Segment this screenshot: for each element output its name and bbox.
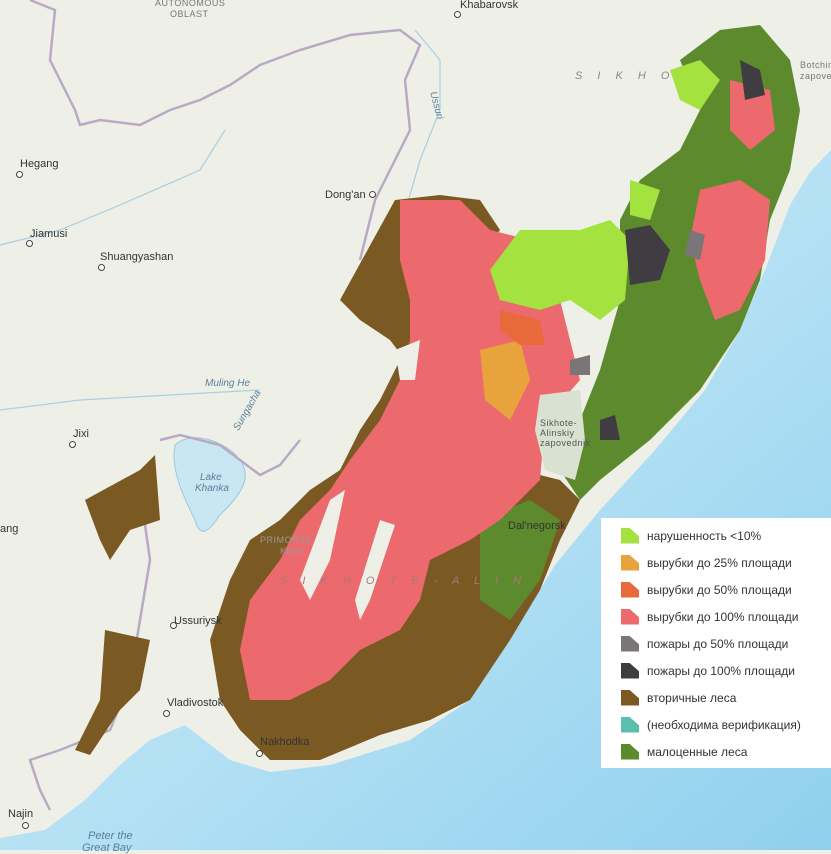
legend-swatch-icon: [621, 743, 639, 760]
forest-secondary-west: [75, 455, 160, 755]
legend-swatch-icon: [621, 662, 639, 679]
city-label[interactable]: ang: [0, 523, 19, 535]
legend-label: нарушенность <10%: [647, 528, 762, 543]
map-label: Sikhote-: [540, 418, 578, 428]
fires-50: [570, 230, 705, 375]
legend-item: вторичные леса: [621, 684, 831, 711]
legend-swatch-icon: [621, 608, 639, 625]
legend-item: (необходима верификация): [621, 711, 831, 738]
map-label: zapovednik: [540, 438, 591, 448]
cutting-100-ne: [690, 80, 775, 320]
lake-label: Khanka: [195, 483, 229, 494]
legend-item: пожары до 100% площади: [621, 657, 831, 684]
legend-item: вырубки до 25% площади: [621, 549, 831, 576]
city-label[interactable]: Dong'an: [325, 189, 366, 201]
legend-label: вторичные леса: [647, 690, 737, 705]
city-label[interactable]: Nakhodka: [260, 736, 310, 748]
fires-100: [600, 60, 765, 440]
map-label: KRAI: [280, 546, 304, 556]
city-label[interactable]: Jiamusi: [30, 228, 68, 240]
bay-label: Peter the: [88, 830, 133, 842]
city-label[interactable]: Khabarovsk: [460, 0, 519, 11]
city-marker-icon: [369, 191, 376, 198]
legend-swatch-icon: [621, 689, 639, 706]
city-marker-icon: [454, 11, 461, 18]
border-line-south: [28, 433, 301, 811]
cutting-50: [500, 310, 545, 345]
map-label: Botchin: [800, 60, 831, 70]
legend-item: пожары до 50% площади: [621, 630, 831, 657]
cutting-25: [480, 340, 530, 420]
cutting-100: [240, 200, 580, 700]
border-line: [29, 0, 422, 261]
city-marker-icon: [69, 441, 76, 448]
legend-label: малоценные леса: [647, 744, 748, 759]
city-label[interactable]: Hegang: [20, 158, 59, 170]
city-marker-icon: [256, 750, 263, 757]
city-marker-icon: [16, 171, 23, 178]
river: [0, 29, 441, 411]
legend-label: (необходима верификация): [647, 717, 801, 732]
legend-item: нарушенность <10%: [621, 522, 831, 549]
valley: [300, 340, 420, 620]
river-label: Muling He: [205, 378, 251, 389]
legend-label: вырубки до 50% площади: [647, 582, 792, 597]
legend-label: пожары до 50% площади: [647, 636, 789, 651]
city-marker-icon: [22, 822, 29, 829]
city-marker-icon: [98, 264, 105, 271]
city-label[interactable]: Vladivostok: [167, 697, 224, 709]
map-label: S I K H O T E - A L I N: [280, 575, 528, 587]
city-label[interactable]: Dal'negorsk: [508, 520, 566, 532]
map-label: S I K H O: [575, 70, 676, 82]
city-marker-icon: [170, 622, 177, 629]
forest-lowvalue: [560, 25, 800, 500]
map-label: Alinskiy: [540, 428, 575, 438]
map-label: zapove: [800, 71, 831, 81]
city-label[interactable]: Ussuriysk: [174, 615, 222, 627]
legend-item: вырубки до 100% площади: [621, 603, 831, 630]
legend-item: малоценные леса: [621, 738, 831, 765]
intact-forest: [490, 60, 720, 320]
sikhote-alinskiy-zapovednik: [535, 390, 585, 480]
legend-label: пожары до 100% площади: [647, 663, 795, 678]
city-marker-icon: [163, 710, 170, 717]
city-label[interactable]: Shuangyashan: [100, 251, 174, 263]
legend-label: вырубки до 100% площади: [647, 609, 799, 624]
map-label: OBLAST: [170, 9, 209, 19]
map-label: AUTONOMOUS: [155, 0, 226, 8]
city-label[interactable]: Jixi: [73, 428, 89, 440]
legend-item: вырубки до 50% площади: [621, 576, 831, 603]
forest-lowvalue-south: [480, 500, 560, 620]
map-label: PRIMORSK: [260, 535, 313, 545]
legend-swatch-icon: [621, 581, 639, 598]
bay-label: Great Bay: [82, 842, 132, 854]
map-legend: нарушенность <10% вырубки до 25% площади…: [601, 518, 831, 768]
city-label[interactable]: Najin: [8, 808, 34, 820]
legend-label: вырубки до 25% площади: [647, 555, 792, 570]
legend-swatch-icon: [621, 527, 639, 544]
city-marker-icon: [26, 240, 33, 247]
legend-swatch-icon: [621, 554, 639, 571]
lake-label: Lake: [200, 472, 222, 483]
legend-swatch-icon: [621, 635, 639, 652]
legend-swatch-icon: [621, 716, 639, 733]
